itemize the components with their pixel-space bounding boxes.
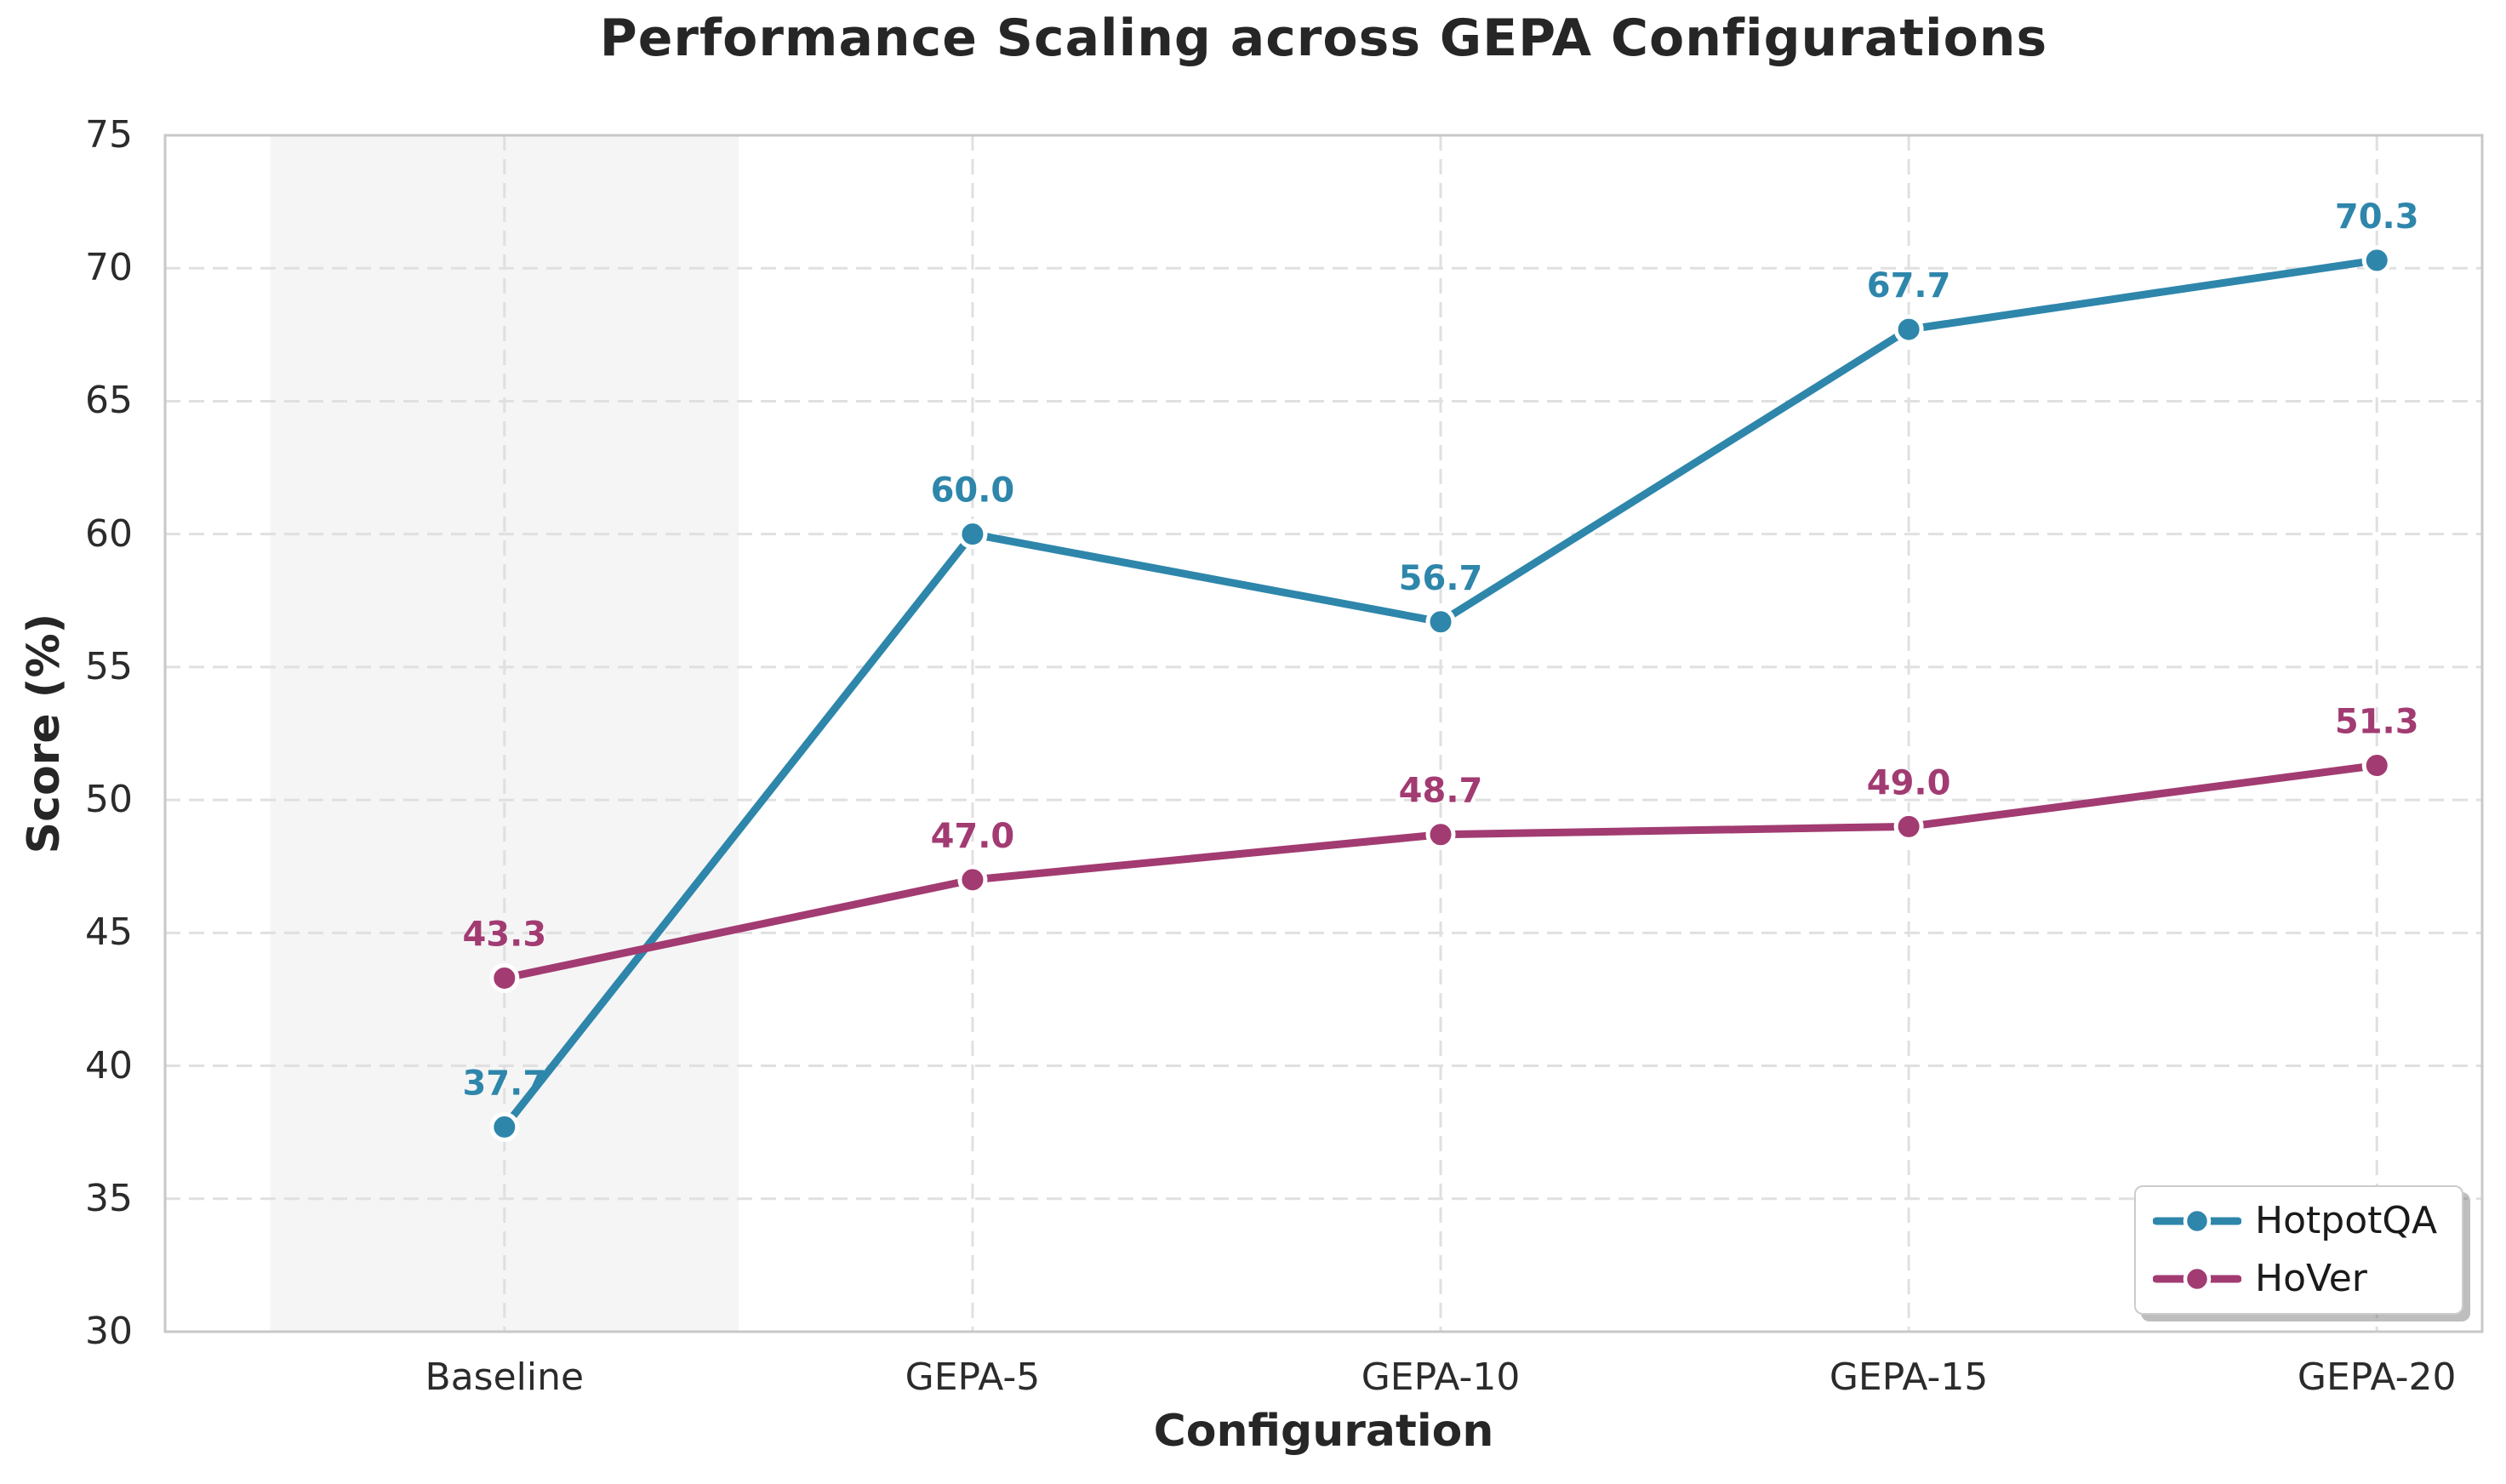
data-point-label: 56.7 bbox=[1399, 559, 1483, 598]
data-point-label: 48.7 bbox=[1399, 772, 1483, 811]
gridlines bbox=[165, 135, 2482, 1332]
data-point-marker bbox=[1893, 314, 1924, 345]
data-point-marker bbox=[489, 1111, 520, 1142]
x-tick-label: GEPA-20 bbox=[2297, 1356, 2457, 1399]
legend-label: HoVer bbox=[2255, 1257, 2367, 1300]
x-tick-label: GEPA-10 bbox=[1361, 1356, 1521, 1399]
data-point-label: 47.0 bbox=[931, 817, 1015, 856]
y-tick-label: 45 bbox=[85, 910, 133, 955]
legend-item-hover: HoVer bbox=[2153, 1253, 2445, 1305]
x-axis-label: Configuration bbox=[1153, 1406, 1494, 1457]
plot-border bbox=[163, 134, 2484, 1333]
data-point-label: 51.3 bbox=[2335, 702, 2419, 741]
y-tick-label: 70 bbox=[85, 246, 133, 290]
data-point-marker bbox=[957, 519, 988, 550]
data-point-label: 67.7 bbox=[1867, 266, 1951, 305]
y-tick-label: 75 bbox=[85, 113, 133, 157]
data-point-marker bbox=[1425, 607, 1456, 637]
data-point-label: 60.0 bbox=[931, 471, 1015, 511]
data-point-marker bbox=[1893, 811, 1924, 842]
chart-title: Performance Scaling across GEPA Configur… bbox=[599, 9, 2048, 68]
data-point-label: 70.3 bbox=[2335, 197, 2419, 237]
data-point-marker bbox=[957, 865, 988, 895]
x-tick-label: Baseline bbox=[425, 1356, 585, 1399]
x-tick-label: GEPA-5 bbox=[905, 1356, 1041, 1399]
y-tick-label: 30 bbox=[85, 1310, 133, 1353]
y-tick-label: 65 bbox=[85, 379, 133, 423]
legend-label: HotpotQA bbox=[2255, 1199, 2438, 1242]
series-hover: 43.3 47.0 48.7 49.0 51.3 bbox=[462, 702, 2419, 993]
y-tick-label: 40 bbox=[85, 1043, 133, 1087]
y-tick-label: 50 bbox=[85, 778, 133, 822]
data-point-marker bbox=[2361, 750, 2392, 780]
data-point-label: 43.3 bbox=[462, 915, 546, 954]
legend-line-marker-icon bbox=[2153, 1207, 2241, 1236]
series-hotpotqa: 37.760.056.767.770.3 bbox=[462, 197, 2419, 1142]
data-point-marker bbox=[489, 962, 520, 993]
legend-line-marker-icon bbox=[2153, 1264, 2241, 1293]
data-point-label: 49.0 bbox=[1867, 763, 1951, 802]
legend: HotpotQA HoVer bbox=[2134, 1185, 2463, 1315]
y-tick-label: 35 bbox=[85, 1176, 133, 1220]
data-point-marker bbox=[2361, 245, 2392, 276]
data-point-marker bbox=[1425, 819, 1456, 850]
y-tick-label: 60 bbox=[85, 511, 133, 556]
x-tick-label: GEPA-15 bbox=[1829, 1356, 1989, 1399]
y-tick-label: 55 bbox=[85, 644, 133, 688]
legend-item-hotpotqa: HotpotQA bbox=[2153, 1195, 2445, 1247]
